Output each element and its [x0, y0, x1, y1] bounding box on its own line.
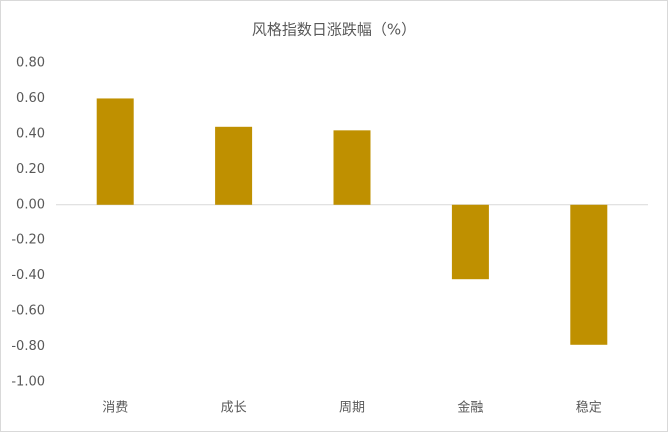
y-tick-label: 0.00	[16, 197, 45, 212]
y-tick-label: -1.00	[11, 375, 45, 390]
y-tick-label: -0.60	[11, 304, 45, 319]
bar	[570, 204, 608, 345]
y-tick-label: 0.20	[16, 162, 45, 177]
y-tick-label: 0.80	[16, 56, 45, 71]
bar	[215, 126, 253, 205]
bar	[96, 98, 134, 205]
x-tick-label: 稳定	[576, 400, 602, 416]
y-tick-label: -0.20	[11, 233, 45, 248]
bar	[451, 204, 489, 280]
chart-title: 风格指数日涨跌幅（%）	[252, 21, 416, 39]
y-tick-label: -0.40	[11, 268, 45, 283]
x-tick-label: 成长	[221, 401, 247, 416]
y-tick-label: 0.40	[16, 126, 45, 141]
bar	[333, 130, 371, 205]
x-tick-label: 金融	[457, 400, 483, 416]
x-tick-label: 消费	[102, 401, 128, 416]
y-tick-label: -0.80	[11, 339, 45, 354]
y-tick-label: 0.60	[16, 91, 45, 106]
x-tick-label: 周期	[339, 401, 365, 416]
